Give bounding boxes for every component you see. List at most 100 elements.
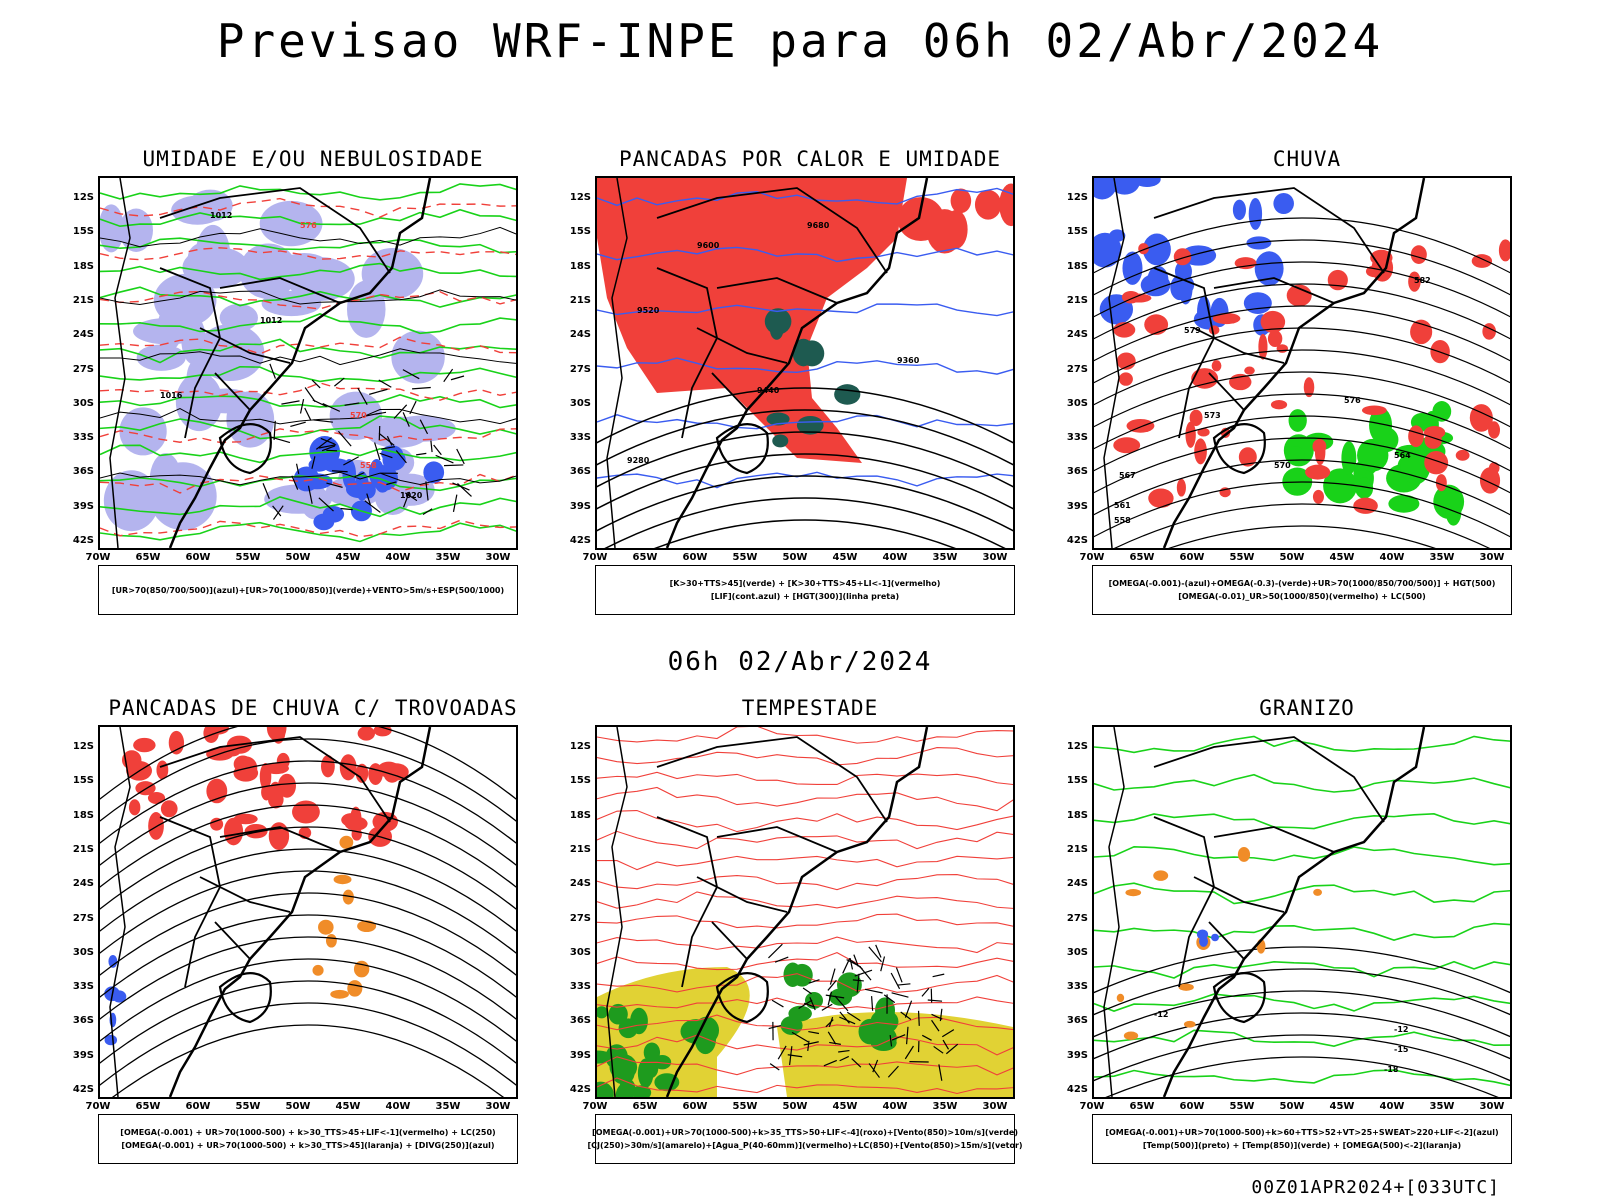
coastline-borders (1103, 178, 1426, 548)
panel-title: GRANIZO (1259, 696, 1355, 720)
lat-tick-label: 33S (569, 981, 591, 993)
contour-label: 570 (350, 411, 367, 420)
lat-tick-label: 18S (72, 260, 94, 272)
jet-yellow-area-east (777, 1012, 1013, 1097)
map-frame (98, 725, 518, 1099)
panel-tempestade: TEMPESTADE 12S 15S 18S 21S 24S 27S 30S 33S 36S 39S… (570, 696, 1045, 1166)
lat-tick-label: 27S (72, 363, 94, 375)
legend-line: [OMEGA(-0.001)-(azul)+OMEGA(-0.3)-(verde… (1108, 579, 1496, 588)
lon-tick-label: 65W (632, 1101, 658, 1112)
lat-tick-label: 12S (1066, 741, 1088, 752)
legend-box: [OMEGA(-0.001)-(azul)+OMEGA(-0.3)-(verde… (1092, 565, 1512, 615)
lon-tick-label: 60W (1179, 552, 1205, 563)
lat-tick-label: 15S (569, 226, 591, 238)
contour-label: -18 (1384, 1065, 1399, 1074)
lat-tick-label: 42S (1066, 1084, 1088, 1095)
lon-tick-label: 60W (682, 552, 708, 563)
lon-tick-label: 60W (1179, 1101, 1205, 1112)
map-canvas (100, 727, 516, 1097)
contour-label: 561 (1114, 501, 1131, 510)
lon-tick-label: 65W (135, 1101, 161, 1112)
map-frame: 9680 9600 9520 9440 9360 9280 (595, 176, 1015, 550)
legend-box: [OMEGA(-0.001)+UR>70(1000-500)+k>35_TTS>… (587, 1114, 1023, 1164)
lat-tick-label: 36S (1066, 466, 1088, 478)
hgt500-black-contours (1094, 217, 1510, 548)
lon-tick-label: 45W (335, 1101, 361, 1112)
wind850-green-area (597, 1003, 720, 1097)
lat-tick-label: 27S (1066, 912, 1088, 924)
lon-tick-label: 50W (285, 552, 311, 563)
lat-tick-label: 30S (569, 397, 591, 409)
contour-label: 1012 (260, 316, 282, 325)
map-canvas: 1012 1012 1016 1020 576 570 558 (100, 178, 516, 548)
lat-tick-label: 36S (569, 466, 591, 478)
lat-tick-label: 21S (569, 843, 591, 855)
lon-tick-label: 50W (1279, 1101, 1305, 1112)
lon-tick-label: 40W (385, 1101, 411, 1112)
lon-tick-label: 30W (485, 552, 511, 563)
lat-tick-label: 42S (569, 535, 591, 546)
contour-label: -12 (1394, 1025, 1408, 1034)
lat-tick-label: 15S (1066, 775, 1088, 787)
storm-red-area (121, 727, 409, 851)
lat-tick-label: 15S (72, 226, 94, 238)
lat-tick-label: 18S (1066, 809, 1088, 821)
contour-label: 558 (1114, 516, 1131, 525)
lat-tick-label: 24S (569, 329, 591, 341)
wind-vectors (768, 943, 959, 1081)
panel-umidade: UMIDADE E/OU NEBULOSIDADE 1012 1012 1016 102… (73, 147, 548, 617)
lon-tick-label: 30W (1479, 552, 1505, 563)
lon-tick-label: 45W (832, 1101, 858, 1112)
contour-label: 9280 (627, 456, 650, 465)
lon-tick-label: 70W (85, 552, 111, 563)
lat-tick-label: 39S (72, 1049, 94, 1061)
contour-label: 1012 (210, 211, 232, 220)
lat-tick-label: 15S (1066, 226, 1088, 238)
run-timestamp: 00Z01APR2024+[033UTC] (1251, 1177, 1500, 1198)
contour-label: 1020 (400, 491, 423, 500)
lat-tick-label: 27S (569, 363, 591, 375)
legend-line: [OMEGA(-0.001) + UR>70(1000-500) + k>30_… (121, 1141, 495, 1150)
lon-tick-label: 45W (335, 552, 361, 563)
lon-tick-label: 30W (485, 1101, 511, 1112)
lat-tick-label: 39S (1066, 1049, 1088, 1061)
panel-chuva: CHUVA 582 579 576 573 570 567 564 561 558 12S 15S 18… (1067, 147, 1542, 617)
lat-tick-label: 21S (569, 294, 591, 306)
legend-box: [K>30+TTS>45](verde) + [K>30+TTS>45+LI<-… (595, 565, 1015, 615)
lon-tick-label: 55W (1229, 552, 1255, 563)
temp500-black-contours (1094, 946, 1510, 1097)
panel-title: CHUVA (1272, 147, 1342, 171)
lon-tick-label: 60W (185, 1101, 211, 1112)
lat-tick-label: 12S (569, 741, 591, 752)
lat-tick-label: 30S (1066, 397, 1088, 409)
lat-tick-label: 33S (1066, 981, 1088, 993)
lon-tick-label: 35W (1429, 552, 1455, 563)
lon-tick-label: 65W (632, 552, 658, 563)
convective-teal-area (764, 308, 861, 448)
lat-tick-label: 42S (72, 1084, 94, 1095)
lat-tick-label: 39S (569, 1049, 591, 1061)
lon-tick-label: 40W (1379, 1101, 1405, 1112)
lat-tick-label: 18S (569, 260, 591, 272)
thickness-red-dashed (100, 197, 516, 538)
lat-tick-label: 27S (1066, 363, 1088, 375)
lat-tick-label: 39S (72, 500, 94, 512)
wind850-green-area-sea (780, 962, 899, 1051)
coastline-borders (109, 178, 432, 548)
lon-tick-label: 65W (1129, 552, 1155, 563)
contour-label: 579 (1184, 326, 1201, 335)
legend-box: [UR>70(850/700/500)](azul)+[UR>70(1000/8… (98, 565, 518, 615)
lat-tick-label: 24S (72, 878, 94, 890)
lon-tick-label: 50W (782, 1101, 808, 1112)
lat-tick-label: 33S (569, 432, 591, 444)
lat-tick-label: 24S (1066, 329, 1088, 341)
lifted-index-blue-contours (597, 187, 1013, 489)
lon-tick-label: 40W (385, 552, 411, 563)
lon-tick-label: 70W (582, 1101, 608, 1112)
map-frame: 582 579 576 573 570 567 564 561 558 (1092, 176, 1512, 550)
lon-tick-label: 45W (1329, 552, 1355, 563)
lon-tick-label: 55W (235, 1101, 261, 1112)
lon-tick-label: 40W (882, 552, 908, 563)
convective-red-area-ne (897, 183, 1013, 254)
lat-tick-label: 15S (569, 775, 591, 787)
